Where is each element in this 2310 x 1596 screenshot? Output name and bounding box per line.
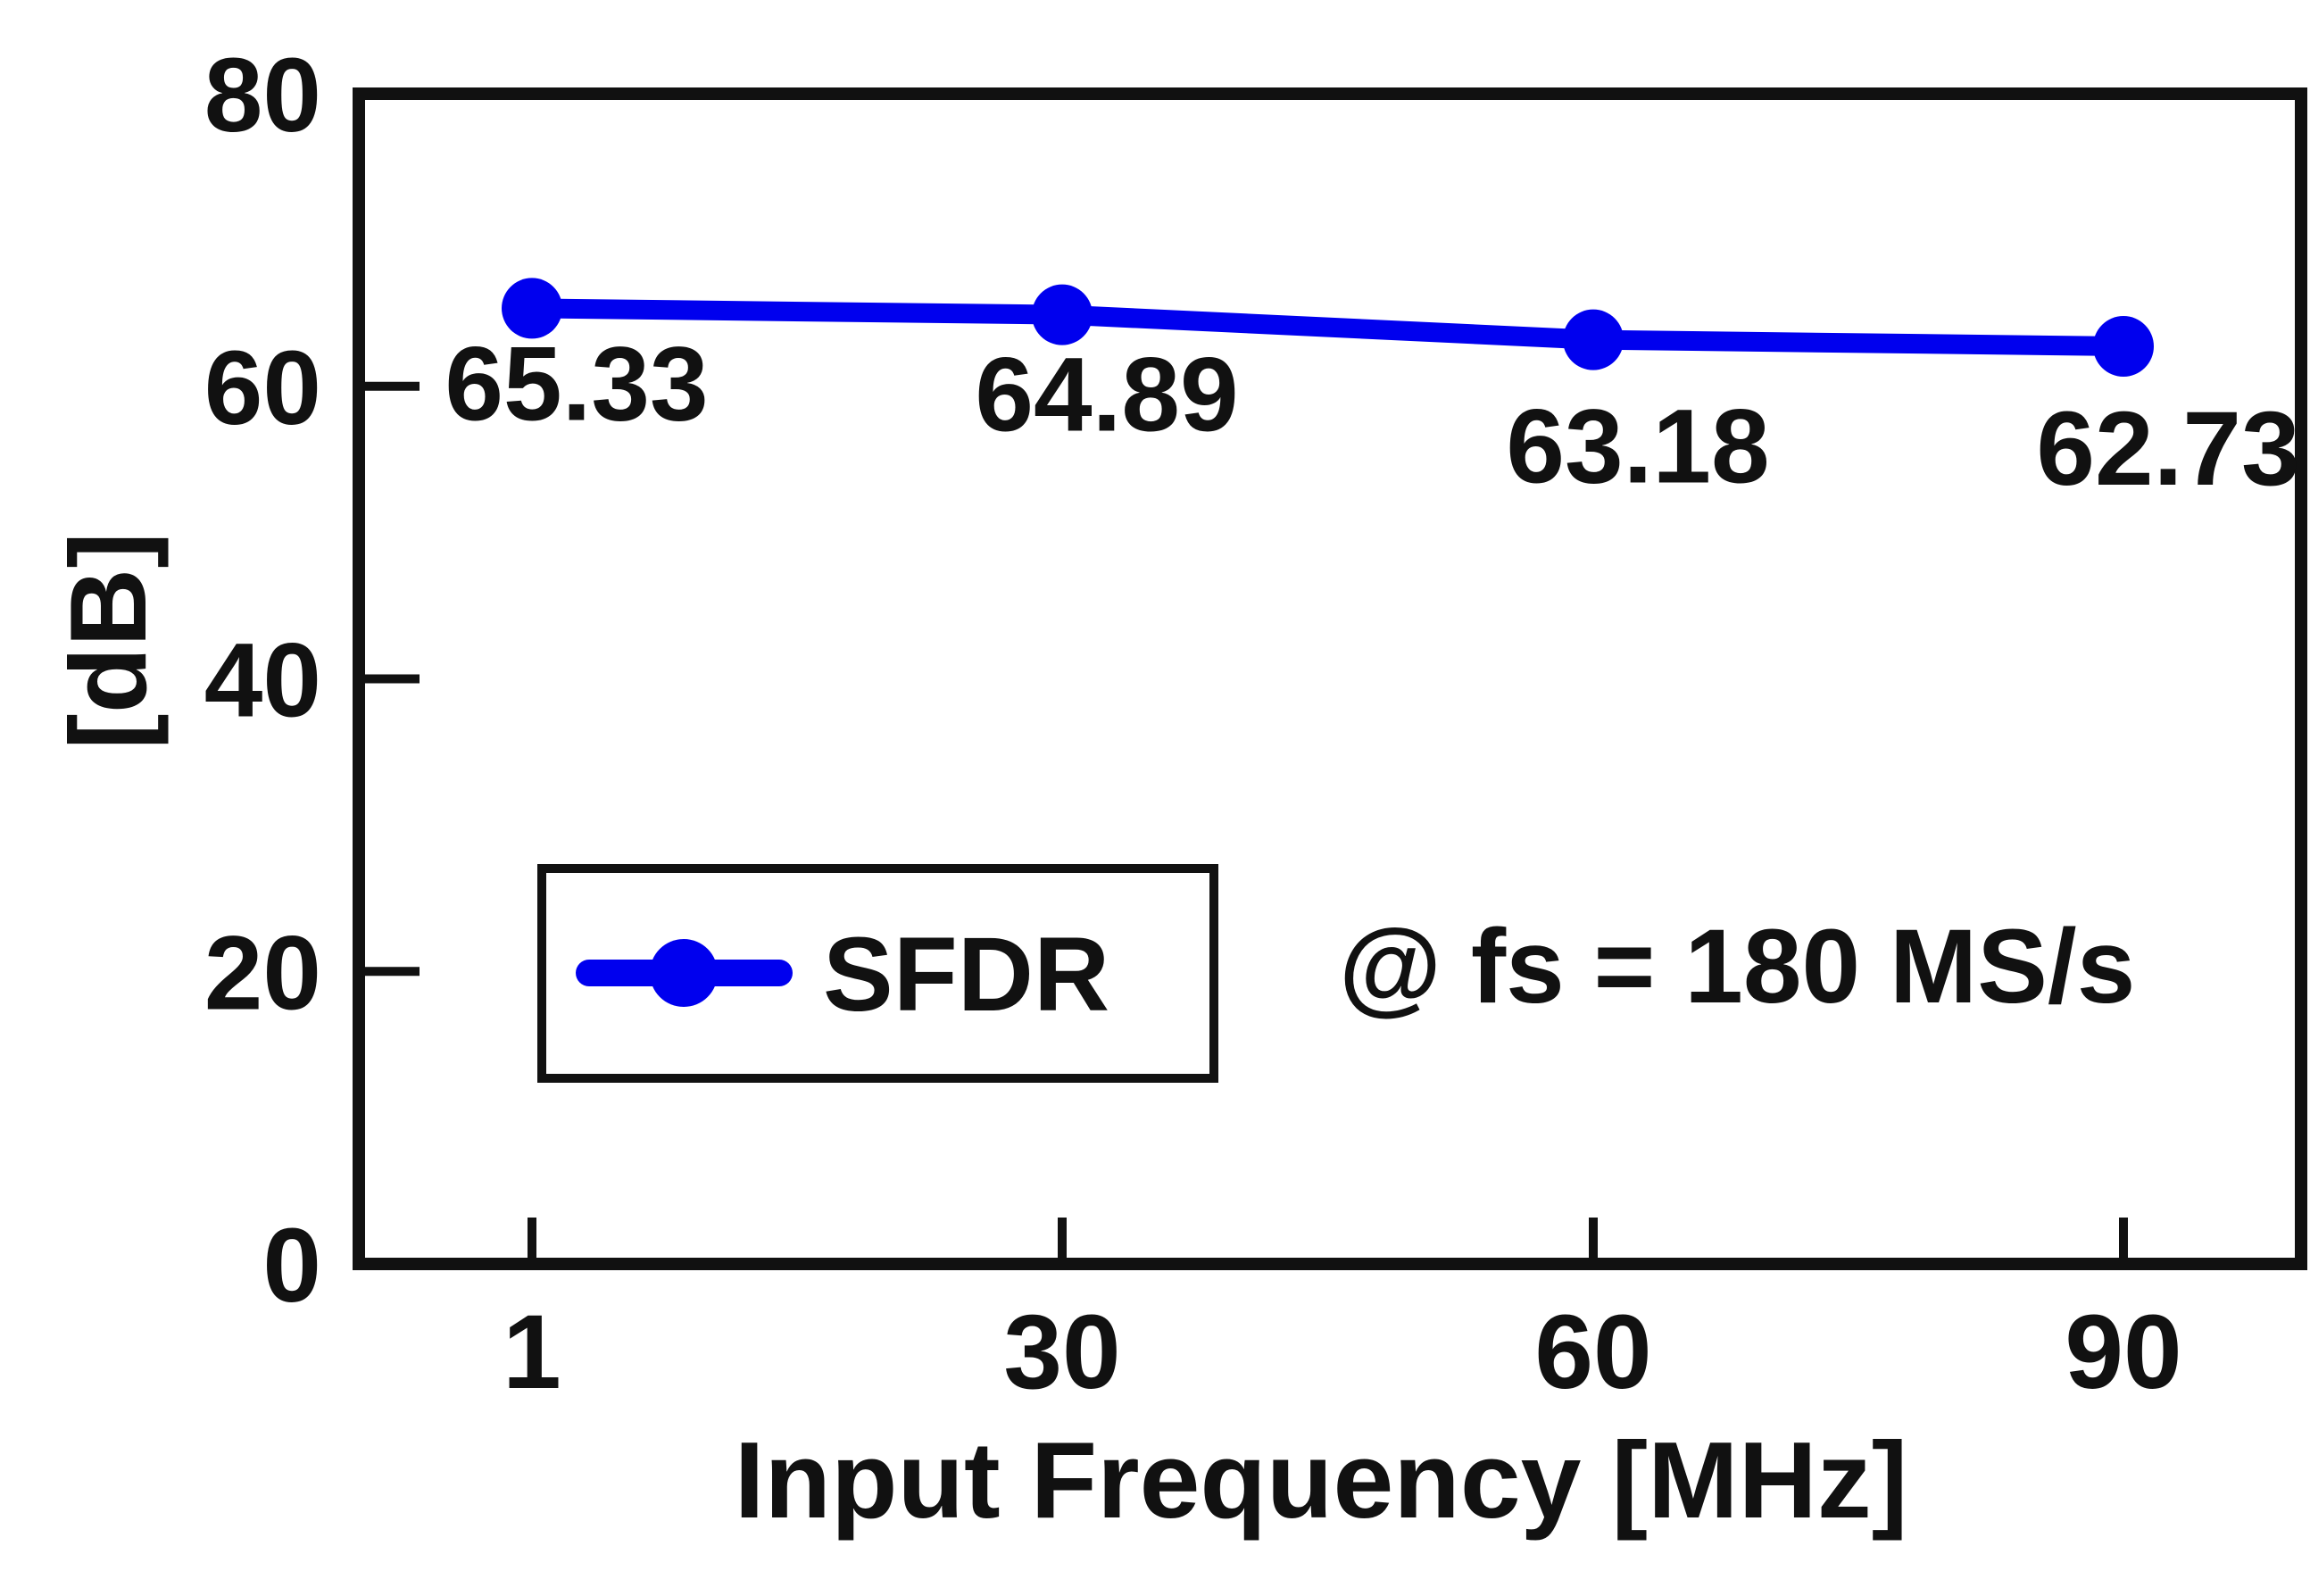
x-tick-label: 90 [2065,1293,2181,1411]
data-point-marker [2093,316,2154,378]
legend-marker-swatch [650,939,718,1007]
y-axis-title: [dB] [47,532,169,750]
data-point-marker [1563,309,1624,370]
y-tick-label: 0 [262,1207,321,1325]
data-value-label: 63.18 [1506,388,1769,506]
y-tick-label: 20 [204,914,321,1032]
y-tick-label: 40 [204,622,321,740]
legend: SFDR [537,864,1218,1083]
data-label-layer: 65.33 64.89 63.18 62.73 [445,325,2299,508]
data-point-marker [502,278,562,339]
series-layer [502,278,2154,378]
data-value-label: 65.33 [445,325,708,443]
x-axis-title: Input Frequency [MHz] [735,1419,1908,1541]
y-tick-label: 80 [204,37,321,154]
data-value-label: 62.73 [2036,390,2299,508]
data-value-label: 64.89 [975,337,1238,454]
x-tick-label: 60 [1534,1293,1651,1411]
series-line-sfdr [531,298,2124,357]
x-axis-ticks: 1 30 60 90 [503,1218,2182,1411]
x-tick-label: 30 [1003,1293,1120,1411]
x-tick-label: 1 [503,1293,561,1411]
legend-label-sfdr: SFDR [823,916,1109,1034]
y-tick-label: 60 [204,329,321,447]
plot-frame [353,87,2307,1270]
data-point-marker [1032,284,1093,345]
sampling-annotation: @ fs = 180 MS/s [1339,908,2135,1026]
y-axis-ticks: 0 20 40 60 80 [204,37,420,1325]
